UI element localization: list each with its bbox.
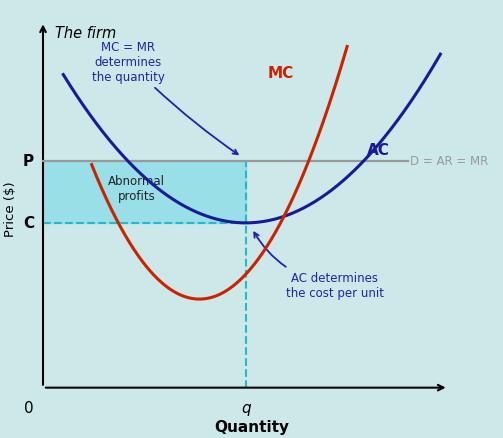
Text: P: P [23, 154, 34, 169]
Text: MC = MR
determines
the quantity: MC = MR determines the quantity [92, 41, 238, 155]
Text: MC: MC [268, 66, 294, 81]
Text: AC: AC [367, 143, 390, 158]
Text: q: q [241, 400, 250, 416]
Text: D = AR = MR: D = AR = MR [410, 155, 488, 168]
Text: Abnormal
profits: Abnormal profits [108, 175, 165, 203]
Text: The firm: The firm [55, 26, 116, 41]
X-axis label: Quantity: Quantity [214, 419, 289, 434]
Text: C: C [23, 216, 34, 231]
Text: AC determines
the cost per unit: AC determines the cost per unit [254, 233, 384, 300]
Y-axis label: Price ($): Price ($) [4, 181, 17, 237]
Text: 0: 0 [25, 400, 34, 416]
